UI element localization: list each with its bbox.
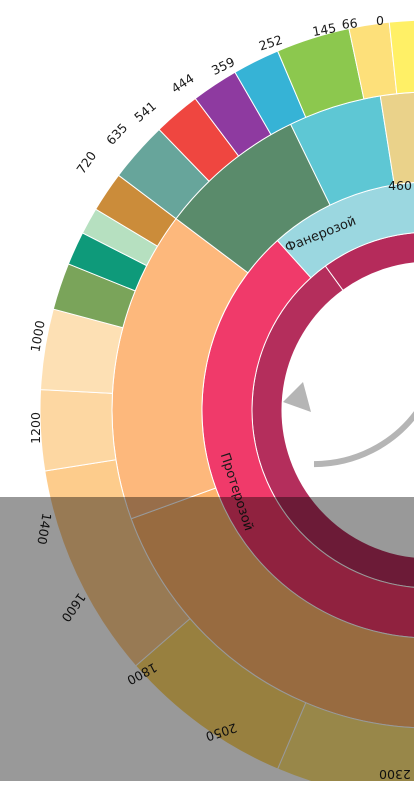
tick-label-541: 541 bbox=[131, 98, 159, 125]
tick-label-444: 444 bbox=[168, 70, 196, 96]
tick-label-635: 635 bbox=[103, 120, 130, 148]
tick-label-1600: 1600 bbox=[58, 590, 89, 625]
arrow-head bbox=[283, 382, 311, 412]
tick-label-460: 460 bbox=[388, 178, 412, 193]
tick-label-1200: 1200 bbox=[28, 412, 43, 444]
tick-label-252: 252 bbox=[257, 32, 284, 54]
tick-label-66: 66 bbox=[341, 15, 358, 31]
tick-label-0: 0 bbox=[376, 13, 384, 28]
period-23-0 bbox=[388, 19, 414, 95]
tick-label-1000: 1000 bbox=[27, 319, 47, 353]
tick-label-145: 145 bbox=[311, 20, 337, 39]
arrow-shaft bbox=[313, 411, 414, 468]
tick-label-2300: 2300 bbox=[379, 767, 411, 781]
clockwise-arrow-icon bbox=[283, 382, 414, 468]
tick-label-720: 720 bbox=[73, 148, 99, 176]
tick-label-1400: 1400 bbox=[34, 512, 54, 546]
rings bbox=[39, 19, 414, 786]
period-720-635 bbox=[39, 389, 117, 472]
